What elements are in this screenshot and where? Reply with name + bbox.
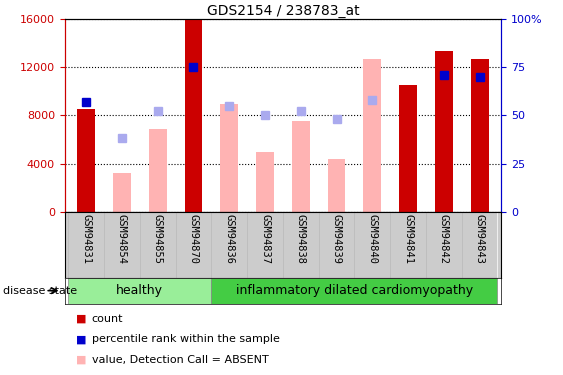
Bar xyxy=(399,85,417,212)
Text: count: count xyxy=(92,314,123,324)
Text: GSM94839: GSM94839 xyxy=(332,214,342,264)
Text: percentile rank within the sample: percentile rank within the sample xyxy=(92,334,280,344)
Text: GSM94843: GSM94843 xyxy=(475,214,485,264)
Text: GSM94854: GSM94854 xyxy=(117,214,127,264)
Text: ■: ■ xyxy=(76,314,87,324)
Text: ■: ■ xyxy=(76,355,87,365)
Text: GSM94831: GSM94831 xyxy=(81,214,91,264)
Bar xyxy=(363,58,381,212)
Text: GSM94837: GSM94837 xyxy=(260,214,270,264)
Text: value, Detection Call = ABSENT: value, Detection Call = ABSENT xyxy=(92,355,269,365)
Bar xyxy=(256,152,274,212)
Text: GSM94840: GSM94840 xyxy=(367,214,377,264)
Text: GSM94870: GSM94870 xyxy=(189,214,199,264)
Bar xyxy=(471,58,489,212)
Bar xyxy=(220,105,238,212)
Bar xyxy=(185,20,203,212)
Bar xyxy=(68,278,211,304)
Bar xyxy=(328,159,346,212)
Text: inflammatory dilated cardiomyopathy: inflammatory dilated cardiomyopathy xyxy=(236,284,473,297)
Bar xyxy=(435,51,453,212)
Bar xyxy=(77,109,95,212)
Text: healthy: healthy xyxy=(117,284,163,297)
Text: GSM94836: GSM94836 xyxy=(224,214,234,264)
Bar xyxy=(113,173,131,212)
Text: GSM94855: GSM94855 xyxy=(153,214,163,264)
Text: disease state: disease state xyxy=(3,286,77,296)
Text: GSM94841: GSM94841 xyxy=(403,214,413,264)
Title: GDS2154 / 238783_at: GDS2154 / 238783_at xyxy=(207,4,359,18)
Bar xyxy=(211,278,498,304)
Text: GSM94838: GSM94838 xyxy=(296,214,306,264)
Bar xyxy=(149,129,167,212)
Text: GSM94842: GSM94842 xyxy=(439,214,449,264)
Bar xyxy=(292,122,310,212)
Text: ■: ■ xyxy=(76,334,87,344)
